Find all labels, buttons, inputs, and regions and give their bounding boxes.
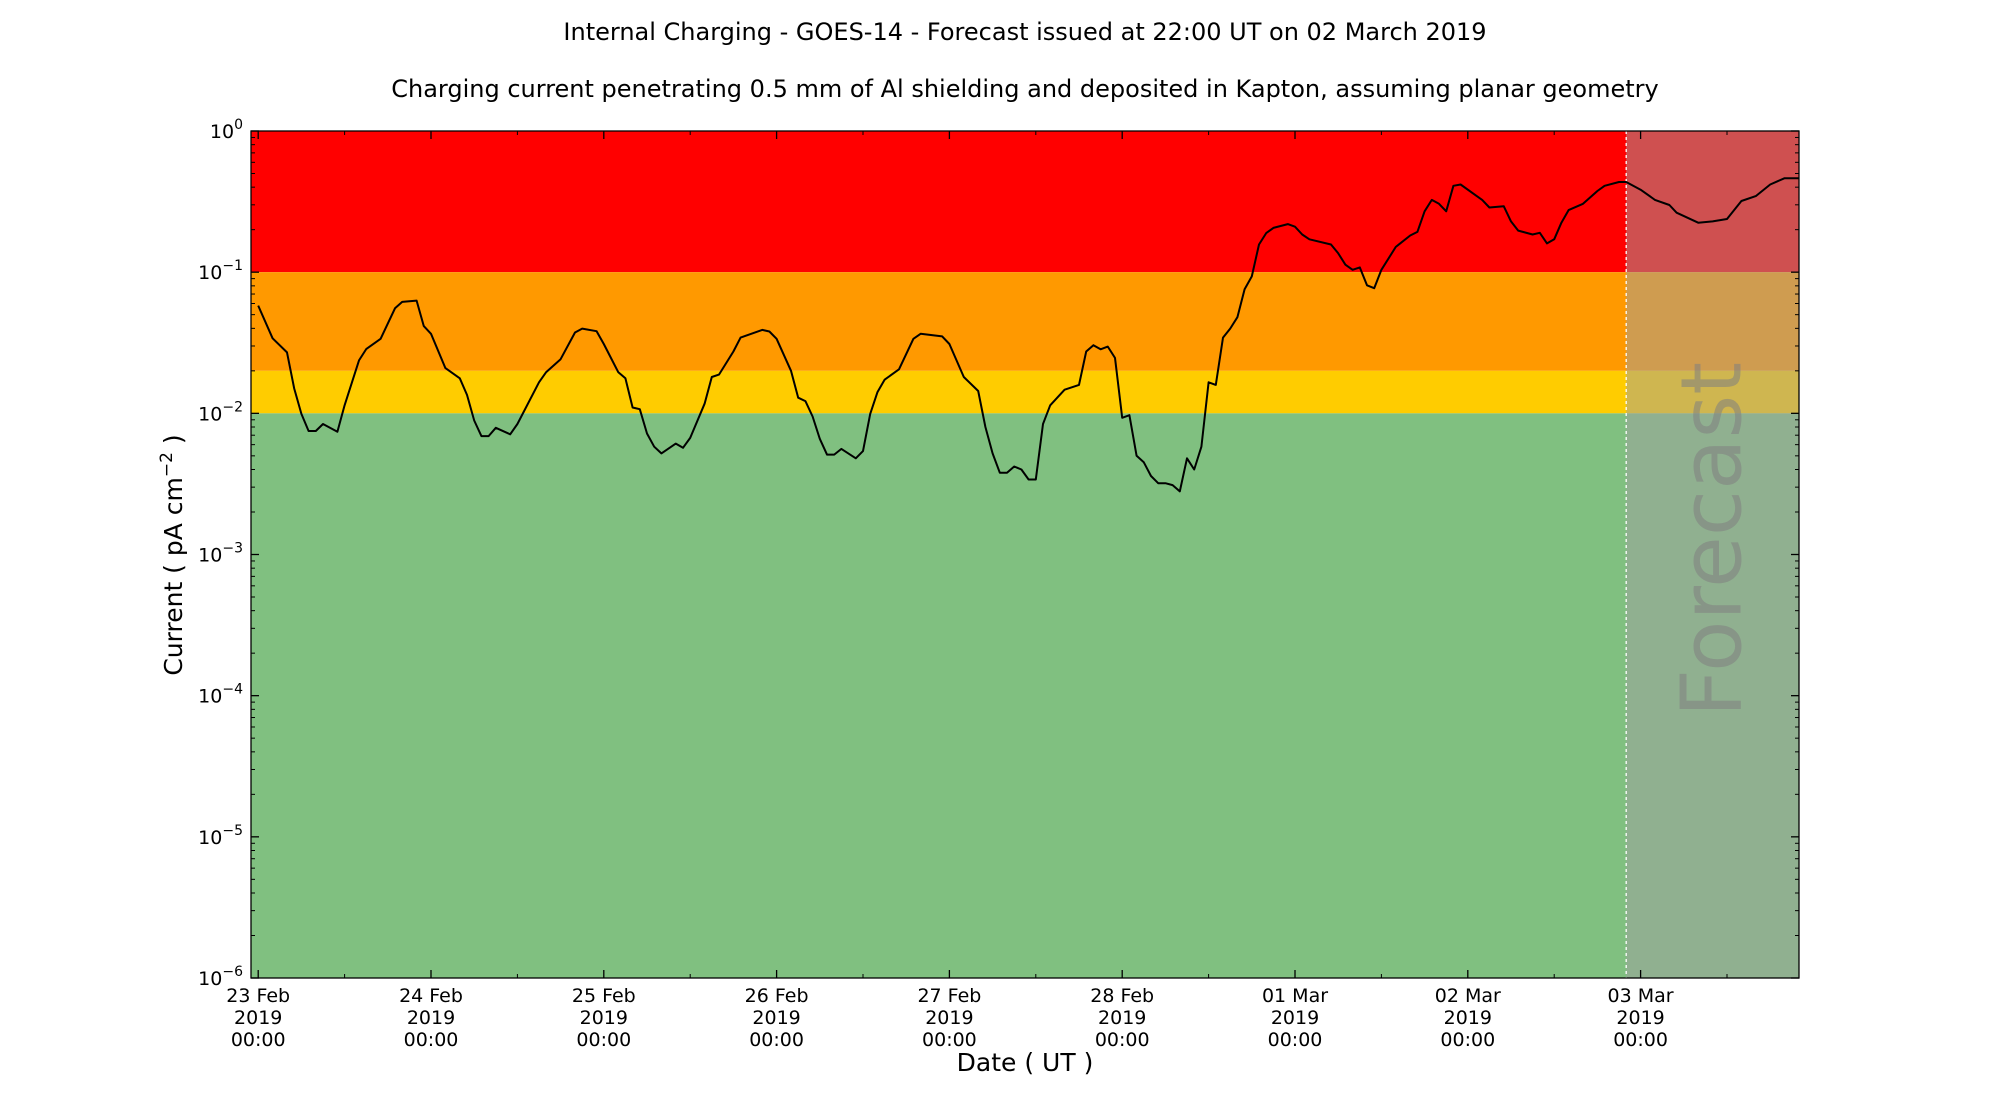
chart-subtitle: Charging current penetrating 0.5 mm of A… [391, 75, 1659, 103]
y-tick-exponent: −3 [222, 541, 243, 557]
y-tick-base: 10 [198, 686, 222, 708]
threshold-band [251, 131, 1799, 273]
y-axis-label-suffix: ) [159, 434, 188, 452]
y-tick-label: 10−4 [198, 682, 243, 708]
current-series-line [257, 177, 1799, 493]
y-tick-exponent: −5 [222, 823, 243, 839]
x-tick-label: 2019 [1271, 1007, 1319, 1029]
x-tick-label: 00:00 [922, 1029, 977, 1051]
y-tick-label: 10−3 [198, 541, 243, 567]
y-tick-label: 10−1 [198, 258, 243, 284]
axis-ticks [251, 130, 1799, 979]
x-tick-label: 2019 [580, 1007, 628, 1029]
x-tick-label: 2019 [234, 1007, 282, 1029]
chart-title: Internal Charging - GOES-14 - Forecast i… [563, 18, 1486, 46]
y-axis-label: Current ( pA cm−2 ) [157, 434, 188, 675]
y-tick-exponent: 0 [234, 117, 243, 133]
x-tick-label: 00:00 [404, 1029, 459, 1051]
x-tick-label: 02 Mar [1435, 985, 1501, 1007]
y-tick-base: 10 [198, 827, 222, 849]
x-tick-label: 00:00 [1613, 1029, 1668, 1051]
threshold-band [251, 370, 1799, 414]
x-tick-label: 2019 [407, 1007, 455, 1029]
x-tick-label: 03 Mar [1608, 985, 1674, 1007]
x-tick-label: 26 Feb [745, 985, 809, 1007]
y-tick-exponent: −4 [222, 682, 243, 698]
x-tick-label: 00:00 [1268, 1029, 1323, 1051]
y-tick-exponent: −2 [222, 399, 243, 415]
x-tick-label: 25 Feb [572, 985, 636, 1007]
x-tick-label: 01 Mar [1262, 985, 1328, 1007]
y-tick-base: 10 [198, 403, 222, 425]
y-tick-base: 10 [210, 121, 234, 143]
forecast-overlay [1626, 131, 1799, 978]
x-tick-label: 2019 [1616, 1007, 1664, 1029]
x-axis-label: Date ( UT ) [957, 1048, 1094, 1077]
x-tick-label: 00:00 [1095, 1029, 1150, 1051]
x-tick-label: 00:00 [749, 1029, 804, 1051]
y-tick-label: 100 [210, 117, 243, 143]
y-axis-label-prefix: Current ( pA cm [159, 477, 188, 676]
plot-frame [250, 130, 1800, 979]
y-tick-exponent: −1 [222, 258, 243, 274]
x-tick-label: 2019 [1098, 1007, 1146, 1029]
y-tick-exponent: −6 [222, 964, 243, 980]
threshold-band [251, 413, 1799, 978]
y-tick-base: 10 [198, 545, 222, 567]
x-tick-label: 23 Feb [226, 985, 290, 1007]
x-tick-label: 2019 [925, 1007, 973, 1029]
forecast-region: Forecast [1625, 131, 1799, 978]
x-tick-label: 00:00 [576, 1029, 631, 1051]
y-tick-label: 10−6 [198, 964, 243, 990]
y-tick-label: 10−2 [198, 399, 243, 425]
x-tick-label: 00:00 [1440, 1029, 1495, 1051]
threshold-band [251, 272, 1799, 371]
threshold-bands [251, 131, 1799, 978]
x-tick-label: 28 Feb [1090, 985, 1154, 1007]
y-tick-base: 10 [198, 262, 222, 284]
series-lines [257, 177, 1799, 493]
y-tick-label: 10−5 [198, 823, 243, 849]
x-tick-label: 2019 [1444, 1007, 1492, 1029]
forecast-label: Forecast [1663, 362, 1761, 717]
y-axis-label-exponent: −2 [157, 452, 177, 477]
y-tick-base: 10 [198, 968, 222, 990]
x-tick-label: 00:00 [231, 1029, 286, 1051]
x-tick-label: 2019 [752, 1007, 800, 1029]
x-tick-label: 24 Feb [399, 985, 463, 1007]
x-tick-label: 27 Feb [917, 985, 981, 1007]
